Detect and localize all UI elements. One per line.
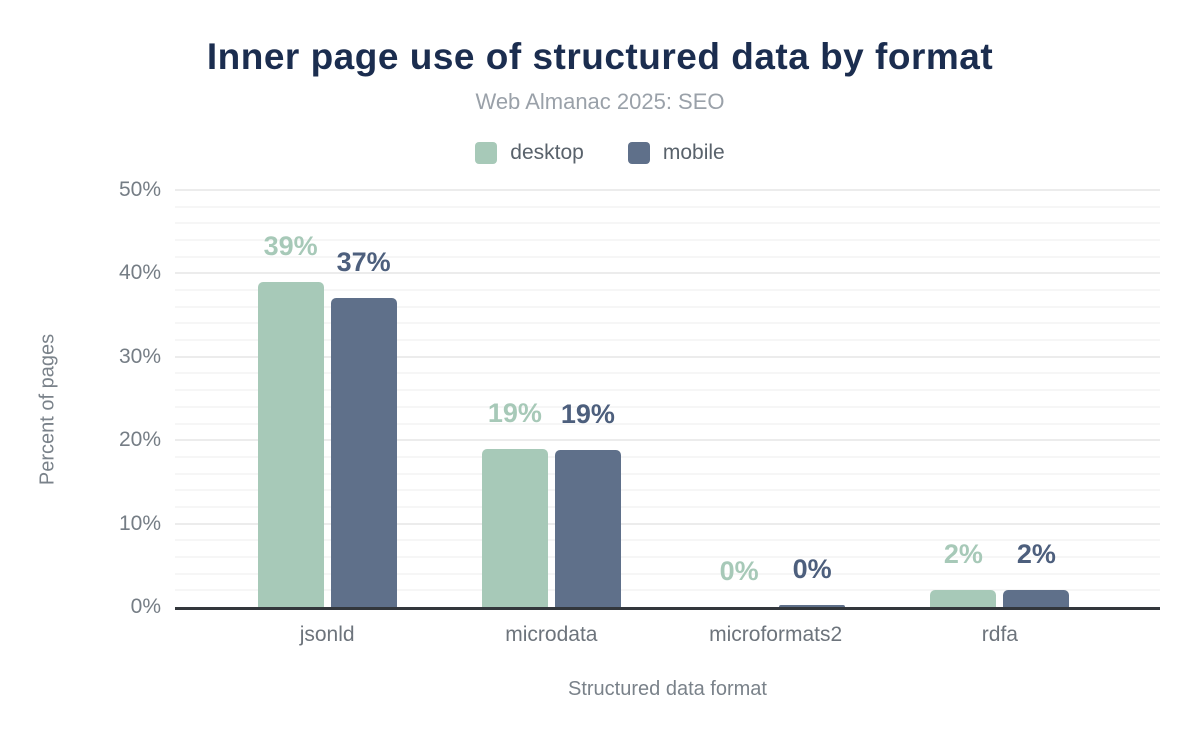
bar-group-microformats2: 0% 0% microformats2 <box>664 190 888 646</box>
minor-gridline <box>175 555 1160 558</box>
minor-gridline <box>175 489 1160 492</box>
desktop-value-label-rdfa: 2% <box>943 539 983 570</box>
minor-gridline <box>175 322 1160 325</box>
x-tick-label-jsonld: jsonld <box>299 623 355 646</box>
plot-area: 39% 37% jsonld 19% 19% microdata 0% 0% microform… <box>119 178 1160 646</box>
x-tick-label-rdfa: rdfa <box>981 623 1018 646</box>
legend: desktop mobile <box>0 141 1200 165</box>
y-tick-label: 10% <box>118 511 161 535</box>
mobile-bar-microformats2[interactable]: 0% <box>779 555 846 607</box>
y-tick-label: 0% <box>130 595 161 618</box>
minor-gridline <box>175 305 1160 308</box>
desktop-swatch-icon <box>475 142 498 164</box>
minor-gridline <box>175 339 1160 342</box>
y-axis-title: Percent of pages <box>36 333 59 486</box>
y-tick-label: 50% <box>118 178 161 201</box>
legend-label-desktop: desktop <box>510 141 584 164</box>
x-tick-label-microformats2: microformats2 <box>709 623 843 646</box>
major-gridline <box>175 355 1160 358</box>
minor-gridline <box>175 472 1160 475</box>
major-gridline <box>175 272 1160 275</box>
mobile-swatch-icon <box>627 142 650 164</box>
mobile-value-label-rdfa: 2% <box>1016 539 1056 570</box>
minor-gridline <box>175 372 1160 375</box>
minor-gridline <box>175 255 1160 258</box>
mobile-value-label-jsonld: 37% <box>336 247 391 278</box>
mobile-bar-microdata[interactable]: 19% <box>554 401 621 607</box>
mobile-value-label-microformats2: 0% <box>792 553 832 584</box>
desktop-value-label-jsonld: 39% <box>263 230 318 261</box>
minor-gridline <box>175 455 1160 458</box>
bar-group-jsonld: 39% 37% jsonld <box>215 190 439 646</box>
minor-gridline <box>175 589 1160 592</box>
minor-gridline <box>175 572 1160 575</box>
desktop-bar-jsonld[interactable]: 39% <box>257 232 324 607</box>
legend-label-mobile: mobile <box>662 141 725 164</box>
major-gridline <box>175 439 1160 442</box>
y-tick-label: 20% <box>118 428 161 452</box>
legend-item-mobile[interactable]: mobile <box>627 141 725 165</box>
minor-gridline <box>175 405 1160 408</box>
bar-group-rdfa: 2% 2% rdfa <box>888 190 1112 646</box>
y-tick-label: 40% <box>118 261 161 285</box>
bar-groups: 39% 37% jsonld 19% 19% microdata 0% 0% microform… <box>215 190 1112 646</box>
y-tick-label: 30% <box>118 344 161 368</box>
chart-subtitle: Web Almanac 2025: SEO <box>475 89 725 114</box>
bar-group-microdata: 19% 19% microdata <box>439 190 663 646</box>
minor-gridline <box>175 239 1160 242</box>
chart-title: Inner page use of structured data by for… <box>206 36 994 77</box>
major-gridline <box>175 522 1160 525</box>
minor-gridline <box>175 205 1160 208</box>
mobile-value-label-microdata: 19% <box>560 399 615 430</box>
legend-item-desktop[interactable]: desktop <box>475 141 584 165</box>
mobile-bar-rdfa[interactable]: 2% <box>1003 541 1070 607</box>
minor-gridline <box>175 289 1160 292</box>
desktop-bar-microdata[interactable]: 19% <box>481 399 548 607</box>
desktop-bar-rdfa[interactable]: 2% <box>930 541 997 607</box>
desktop-value-label-microformats2: 0% <box>719 556 759 586</box>
desktop-value-label-microdata: 19% <box>487 397 542 428</box>
major-gridline <box>175 189 1160 191</box>
minor-gridline <box>175 422 1160 425</box>
minor-gridline <box>175 505 1160 508</box>
minor-gridline <box>175 539 1160 542</box>
x-tick-label-microdata: microdata <box>505 623 598 646</box>
x-axis-title: Structured data format <box>568 678 767 700</box>
minor-gridline <box>175 389 1160 392</box>
mobile-bar-jsonld[interactable]: 37% <box>330 249 397 607</box>
minor-gridline <box>175 222 1160 225</box>
